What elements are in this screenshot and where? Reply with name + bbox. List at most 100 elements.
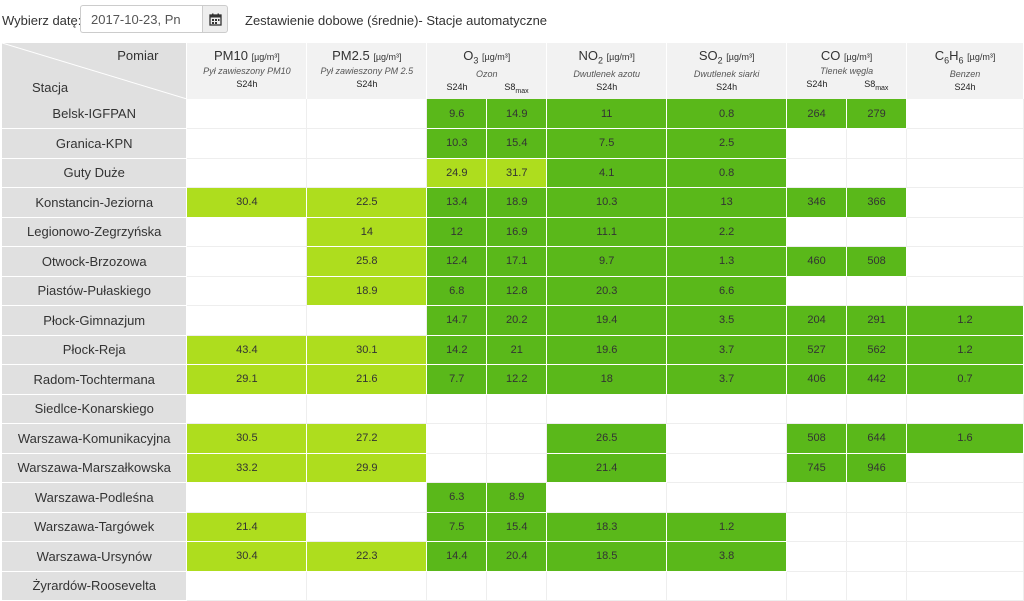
value-cell: 204 [786, 305, 848, 336]
value-cell [426, 453, 488, 483]
station-name[interactable]: Żyrardów-Roosevelta [2, 571, 188, 601]
calendar-icon [208, 13, 222, 26]
header-c6h6[interactable]: C6H6 [µg/m³] Benzen S24h [906, 43, 1024, 99]
value-cell: 279 [846, 99, 908, 129]
value-cell: 0.8 [666, 158, 788, 188]
value-cell: 21 [486, 335, 548, 365]
value-cell [426, 423, 488, 454]
value-cell [546, 394, 668, 424]
value-cell: 14 [306, 217, 428, 247]
station-name[interactable]: Otwock-Brzozowa [2, 246, 188, 277]
station-name[interactable]: Warszawa-Marszałkowska [2, 453, 188, 483]
value-cell: 1.3 [666, 246, 788, 277]
table-row: Płock-Gimnazjum 14.7 20.2 19.4 3.5 204 291 1.2 [2, 305, 1024, 336]
value-cell: 527 [786, 335, 848, 365]
value-cell [786, 482, 848, 513]
date-label: Wybierz datę: [2, 13, 82, 28]
station-name[interactable]: Radom-Tochtermana [2, 364, 188, 395]
header-so2[interactable]: SO2 [µg/m³] Dwutlenek siarki S24h [666, 43, 788, 99]
value-cell [846, 158, 908, 188]
header-no2[interactable]: NO2 [µg/m³] Dwutlenek azotu S24h [546, 43, 668, 99]
value-cell: 24.9 [426, 158, 488, 188]
header-pomiar: Pomiar [117, 48, 159, 63]
value-cell [426, 394, 488, 424]
value-cell: 27.2 [306, 423, 428, 454]
station-name[interactable]: Granica-KPN [2, 128, 188, 159]
station-name[interactable]: Płock-Reja [2, 335, 188, 365]
value-cell: 9.6 [426, 99, 488, 129]
table-row: Otwock-Brzozowa 25.8 12.4 17.1 9.7 1.3 460 508 [2, 246, 1024, 277]
value-cell [786, 571, 848, 601]
value-cell: 17.1 [486, 246, 548, 277]
station-name[interactable]: Belsk-IGFPAN [2, 99, 188, 129]
station-name[interactable]: Legionowo-Zegrzyńska [2, 217, 188, 247]
value-cell [306, 394, 428, 424]
value-cell [186, 217, 308, 247]
date-input[interactable] [80, 5, 202, 33]
value-cell: 1.6 [906, 423, 1024, 454]
value-cell [486, 394, 548, 424]
station-name[interactable]: Warszawa-Podleśna [2, 482, 188, 513]
station-name[interactable]: Płock-Gimnazjum [2, 305, 188, 336]
table-row: Płock-Reja 43.4 30.1 14.2 21 19.6 3.7 527 562 1.2 [2, 335, 1024, 365]
value-cell: 6.8 [426, 276, 488, 306]
value-cell [666, 482, 788, 513]
table-row: Guty Duże 24.9 31.7 4.1 0.8 [2, 158, 1024, 188]
value-cell: 20.2 [486, 305, 548, 336]
station-name[interactable]: Warszawa-Komunikacyjna [2, 423, 188, 454]
value-cell [306, 571, 428, 601]
value-cell: 43.4 [186, 335, 308, 365]
value-cell: 21.6 [306, 364, 428, 395]
header-co[interactable]: CO [µg/m³] Tlenek węgla S24h S8max [786, 43, 908, 99]
value-cell [846, 394, 908, 424]
header-corner: Pomiar Stacja [2, 43, 188, 99]
value-cell: 11.1 [546, 217, 668, 247]
value-cell [306, 512, 428, 542]
calendar-button[interactable] [202, 5, 228, 33]
value-cell: 16.9 [486, 217, 548, 247]
value-cell [666, 571, 788, 601]
header-o3[interactable]: O3 [µg/m³] Ozon S24h S8max [426, 43, 548, 99]
station-name[interactable]: Konstancin-Jeziorna [2, 187, 188, 218]
value-cell: 3.8 [666, 541, 788, 572]
value-cell [186, 158, 308, 188]
table-row: Konstancin-Jeziorna 30.4 22.5 13.4 18.9 10.3 1… [2, 187, 1024, 218]
value-cell: 29.9 [306, 453, 428, 483]
value-cell: 2.5 [666, 128, 788, 159]
value-cell: 13.4 [426, 187, 488, 218]
value-cell [186, 394, 308, 424]
value-cell: 18.3 [546, 512, 668, 542]
value-cell: 406 [786, 364, 848, 395]
table-body: Belsk-IGFPAN 9.6 14.9 11 0.8 264 279 Granica-KP… [2, 99, 1024, 601]
value-cell [306, 128, 428, 159]
value-cell [906, 571, 1024, 601]
value-cell [906, 482, 1024, 513]
value-cell: 30.4 [186, 187, 308, 218]
value-cell [846, 541, 908, 572]
value-cell: 2.2 [666, 217, 788, 247]
value-cell: 21.4 [186, 512, 308, 542]
table-row: Warszawa-Targówek 21.4 7.5 15.4 18.3 1.2 [2, 512, 1024, 542]
station-name[interactable]: Warszawa-Targówek [2, 512, 188, 542]
value-cell: 26.5 [546, 423, 668, 454]
value-cell: 264 [786, 99, 848, 129]
header-pm25[interactable]: PM2.5 [µg/m³] Pył zawieszony PM 2.5 S24h [306, 43, 428, 99]
header-pm10[interactable]: PM10 [µg/m³] Pył zawieszony PM10 S24h [186, 43, 308, 99]
table-row: Radom-Tochtermana 29.1 21.6 7.7 12.2 18 3.7 406… [2, 364, 1024, 395]
station-name[interactable]: Piastów-Pułaskiego [2, 276, 188, 306]
value-cell: 442 [846, 364, 908, 395]
table-row: Żyrardów-Roosevelta [2, 571, 1024, 601]
value-cell: 18.9 [486, 187, 548, 218]
table-row: Warszawa-Ursynów 30.4 22.3 14.4 20.4 18.5 3.8 [2, 541, 1024, 572]
station-name[interactable]: Warszawa-Ursynów [2, 541, 188, 572]
header-stacja: Stacja [32, 80, 69, 95]
value-cell: 366 [846, 187, 908, 218]
value-cell [906, 99, 1024, 129]
value-cell: 14.2 [426, 335, 488, 365]
station-name[interactable]: Siedlce-Konarskiego [2, 394, 188, 424]
value-cell: 644 [846, 423, 908, 454]
value-cell [546, 571, 668, 601]
station-name[interactable]: Guty Duże [2, 158, 188, 188]
value-cell: 6.3 [426, 482, 488, 513]
value-cell: 14.7 [426, 305, 488, 336]
